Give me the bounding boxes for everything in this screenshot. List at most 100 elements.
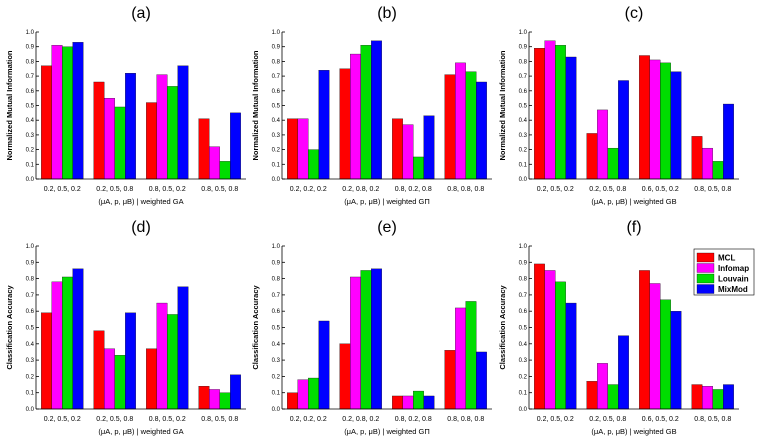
panel-0-bar-louvain [114,106,126,180]
panel-4-bar-mixmod [371,268,382,410]
panel-4-bar-infomap [455,307,466,410]
legend-label-infomap: Infomap [718,264,749,273]
panel-2-bar-louvain [607,147,619,180]
panel-0-bar-mixmod [72,42,84,180]
panel-2-title: (c) [625,5,644,22]
panel-3-ytick-label: 0.8 [26,277,35,283]
panel-4-ytick-label: 0.9 [272,260,281,266]
panel-1-category-label: 0.2, 0.8, 0.2 [342,186,379,193]
panel-0-bar-infomap [104,98,115,180]
panel-2-bar-infomap [597,109,608,180]
panel-5-bar-louvain [607,384,619,410]
panel-0-ytick-label: 0.4 [26,118,35,124]
panel-5-bar-infomap [544,270,556,410]
panel-4-bar-mixmod [476,351,487,410]
panel-1-bar-mixmod [371,40,382,180]
panel-5-category-label: 0.2, 0.5, 0.8 [589,416,626,423]
panel-4-ytick-label: 0.8 [272,277,281,283]
panel-5-ytick-label: 0.1 [519,391,528,397]
panel-3-bar-mixmod [177,286,189,410]
panel-2-bar-mcl [534,48,545,180]
panel-5-ytick-label: 0.8 [519,277,528,283]
panel-5-category-label: 0.2, 0.5, 0.2 [537,416,574,423]
panel-4-category-label: 0.2, 0.8, 0.2 [342,416,379,423]
panel-5-bar-mixmod [723,384,734,410]
panel-1-ytick-label: 0.5 [272,104,281,110]
panel-3-ytick-label: 0.3 [26,358,35,364]
panel-1-ytick-label: 1.0 [272,30,281,36]
panel-5-ytick-label: 0.6 [519,309,528,315]
panel-4-bar-louvain [465,301,477,410]
panel-2-ylabel: Normalized Mutual Information [498,50,507,160]
panel-4-ytick-label: 0.6 [272,309,281,315]
panel-3-ytick-label: 0.1 [26,391,35,397]
panel-1-bar-louvain [308,149,319,180]
legend-label-mcl: MCL [718,254,735,263]
panel-3-xlabel: (μA, p, μB) | weighted GA [98,427,183,436]
panel-2-ytick-label: 0.3 [519,133,528,139]
panel-3-bar-infomap [209,389,220,410]
panel-1-ylabel: Normalized Mutual Information [251,50,260,160]
panel-5-bar-mixmod [618,335,629,410]
panel-5-title: (f) [626,219,641,236]
panel-5-bar-mcl [691,384,703,410]
panel-1-bar-mcl [444,74,456,180]
panel-2-ytick-label: 0.9 [519,45,528,51]
panel-4-ytick-label: 0.0 [272,407,281,413]
panel-0-bar-louvain [167,86,178,180]
panel-3-ylabel: Classification Accuracy [5,285,14,370]
legend-label-louvain: Louvain [718,275,749,284]
panel-2-bar-mixmod [618,80,629,180]
panel-4-bar-infomap [350,276,361,410]
panel-0-bar-louvain [219,161,231,180]
panel-0-ytick-label: 0.6 [26,89,35,95]
panel-2-category-label: 0.6, 0.5, 0.2 [642,186,679,193]
panel-3-category-label: 0.8, 0.5, 0.8 [201,416,238,423]
panel-2-bar-infomap [649,59,661,180]
panel-2-category-label: 0.2, 0.5, 0.2 [537,186,574,193]
panel-4-xlabel: (μA, p, μB) | weighted GΠ [344,427,430,436]
panel-0-bar-mcl [198,118,210,180]
panel-3-bar-mixmod [125,312,136,410]
panel-2-bar-mcl [586,133,598,180]
legend-label-mixmod: MixMod [718,285,748,294]
panel-2-ytick-label: 0.5 [519,104,528,110]
panel-0-bar-louvain [62,46,73,180]
panel-1-ytick-label: 0.3 [272,133,281,139]
panel-2-bar-louvain [660,62,671,180]
panel-1-bar-mcl [339,68,351,180]
panel-0-ytick-label: 0.3 [26,133,35,139]
legend-swatch-mcl [696,252,715,263]
panel-3-bar-louvain [114,355,126,410]
panel-2-ytick-label: 0.2 [519,148,528,154]
panel-2-bar-mixmod [565,56,577,180]
panel-5-bar-louvain [555,281,566,410]
panel-0-category-label: 0.8, 0.5, 0.8 [201,186,238,193]
panel-1-category-label: 0.8, 0.2, 0.8 [395,186,432,193]
panel-3-bar-mcl [198,386,210,410]
panel-4-bar-infomap [402,395,414,410]
panel-0-bar-mixmod [177,65,189,180]
panel-4-bar-mcl [287,392,298,410]
panel-4-ytick-label: 0.4 [272,342,281,348]
panel-5-xlabel: (μA, p, μB) | weighted GB [591,427,676,436]
panel-4-bar-louvain [360,270,372,410]
panel-2-bar-infomap [702,147,713,180]
panel-1-bar-infomap [297,118,309,180]
panel-1-bar-mixmod [423,115,435,180]
panel-5-bar-mcl [639,270,650,410]
panel-3-bar-infomap [156,302,168,410]
panel-4-bar-mcl [339,343,351,410]
panel-5-bar-louvain [712,389,724,410]
panel-2-ytick-label: 0.7 [519,74,528,80]
panel-4-ytick-label: 0.2 [272,374,281,380]
panel-0-bar-infomap [156,74,168,180]
panel-2-ytick-label: 0.4 [519,118,528,124]
panel-4-bar-infomap [297,379,309,410]
panel-1-ytick-label: 0.8 [272,59,281,65]
panel-3-ytick-label: 0.2 [26,374,35,380]
panel-1-bar-mcl [287,118,298,180]
panel-3-bar-mcl [93,330,105,410]
panel-1-ytick-label: 0.6 [272,89,281,95]
panel-5-ytick-label: 0.4 [519,342,528,348]
